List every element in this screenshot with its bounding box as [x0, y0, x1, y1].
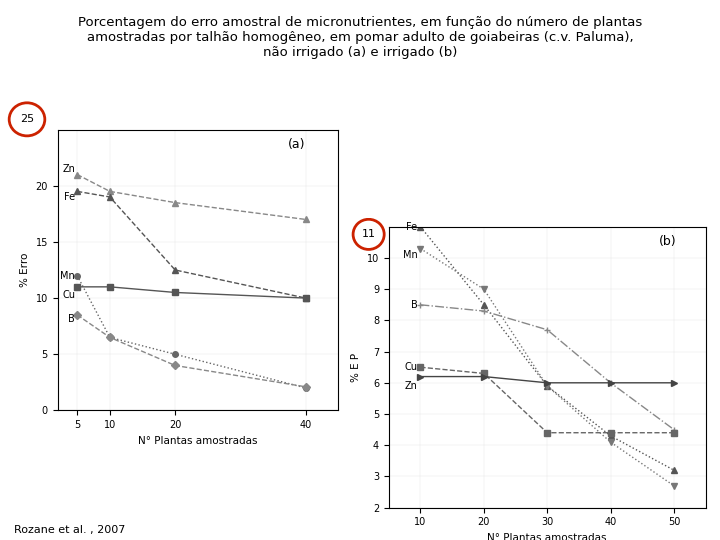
- Text: B: B: [68, 314, 75, 325]
- Text: Mn: Mn: [60, 271, 75, 281]
- Text: Porcentagem do erro amostral de micronutrientes, em função do número de plantas
: Porcentagem do erro amostral de micronut…: [78, 16, 642, 59]
- X-axis label: N° Plantas amostradas: N° Plantas amostradas: [487, 533, 607, 540]
- Text: Zn: Zn: [405, 381, 418, 391]
- Text: 25: 25: [20, 114, 34, 124]
- Y-axis label: % E P: % E P: [351, 353, 361, 382]
- Text: (a): (a): [287, 138, 305, 151]
- Text: Fe: Fe: [64, 192, 75, 202]
- Text: (b): (b): [659, 235, 676, 248]
- Text: Rozane et al. , 2007: Rozane et al. , 2007: [14, 524, 126, 535]
- Text: Cu: Cu: [62, 290, 75, 300]
- Text: Zn: Zn: [63, 164, 75, 174]
- Text: Mn: Mn: [402, 250, 418, 260]
- Text: 11: 11: [361, 230, 376, 239]
- X-axis label: N° Plantas amostradas: N° Plantas amostradas: [138, 436, 258, 446]
- Y-axis label: % Erro: % Erro: [20, 253, 30, 287]
- Text: Fe: Fe: [406, 222, 418, 232]
- Text: Cu: Cu: [405, 362, 418, 372]
- Text: B: B: [410, 300, 418, 310]
